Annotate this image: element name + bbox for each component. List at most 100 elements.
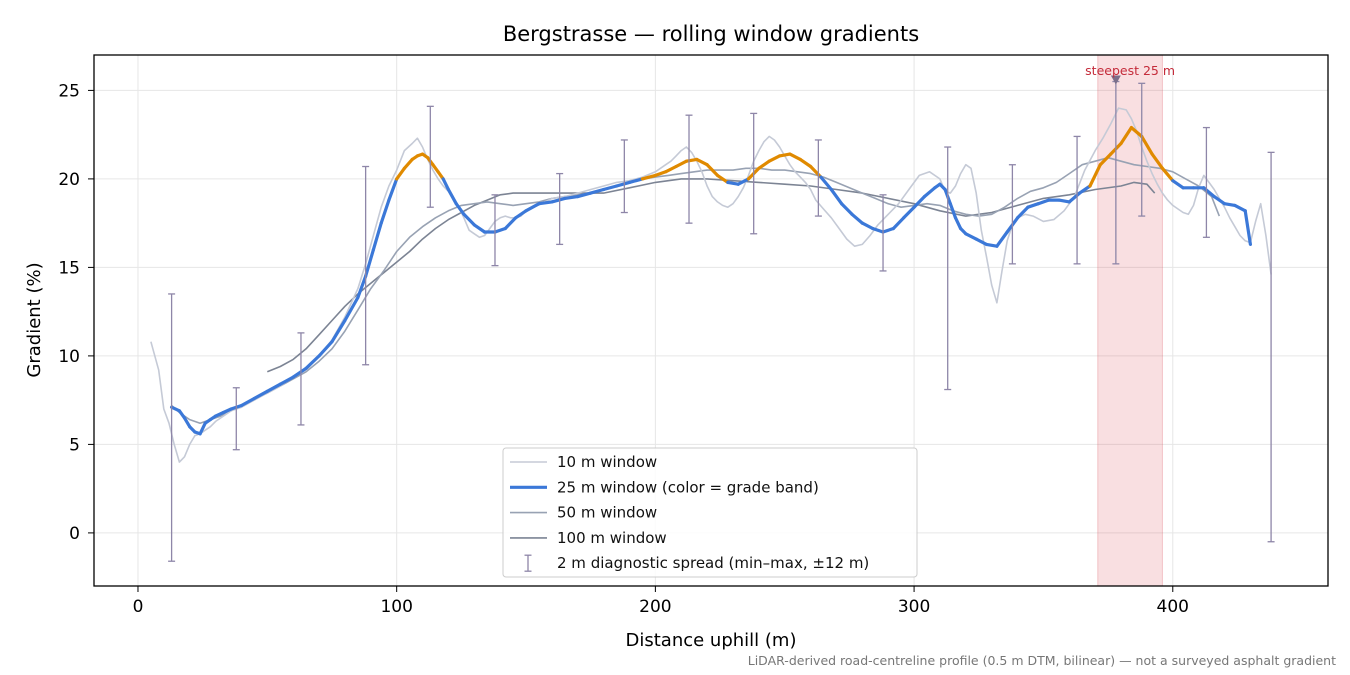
series-25m-segment xyxy=(736,177,751,186)
series-line-2 xyxy=(171,156,1221,424)
series-25m-segment xyxy=(317,340,334,358)
series-25m-segment xyxy=(664,164,678,174)
series-25m-segment xyxy=(948,202,958,220)
series-25m-segment xyxy=(715,173,730,184)
spread-errorbars xyxy=(168,80,1275,562)
series-25m-segment xyxy=(829,187,844,206)
spread-bar xyxy=(426,105,434,208)
series-25m-segment xyxy=(839,202,854,216)
steepest-highlight xyxy=(1097,54,1163,587)
y-tick-label: 15 xyxy=(58,258,80,278)
series-25m-segment xyxy=(395,166,406,181)
series-25m-segment xyxy=(182,416,192,429)
series-25m-segment xyxy=(1233,203,1247,213)
y-axis-label: Gradient (%) xyxy=(24,262,45,377)
series-line-0 xyxy=(150,107,1272,463)
series-group xyxy=(150,107,1272,463)
spread-bar xyxy=(1202,126,1210,238)
series-25m-segment xyxy=(379,198,391,225)
series-25m-segment xyxy=(252,389,269,400)
series-25m-segment xyxy=(265,382,282,393)
series-25m-segment xyxy=(984,242,999,248)
spread-bar xyxy=(232,387,240,451)
series-25m-segment xyxy=(550,196,567,204)
spread-bar xyxy=(1267,151,1275,543)
series-25m-segment xyxy=(304,354,321,370)
spread-bar xyxy=(362,165,370,366)
series-25m-segment xyxy=(589,187,606,195)
series-25m-segment xyxy=(493,226,507,234)
series-25m-segment xyxy=(1171,179,1185,190)
series-25m-segment xyxy=(684,157,699,163)
spread-bar xyxy=(1138,82,1146,217)
series-25m-segment xyxy=(524,202,541,213)
series-25m-segment xyxy=(1015,205,1030,220)
series-25m-segment xyxy=(601,184,619,192)
spread-bar xyxy=(1008,164,1016,265)
spread-bar xyxy=(879,194,887,272)
spread-bar xyxy=(491,194,499,267)
series-25m-segment xyxy=(330,318,347,344)
series-25m-segment xyxy=(902,205,916,220)
series-25m-segment xyxy=(576,191,593,199)
series-25m-segment xyxy=(695,157,709,167)
steepest-marker xyxy=(1110,75,1121,85)
series-25m-segment xyxy=(514,209,528,220)
series-25m-segment xyxy=(726,180,740,186)
series-25m-segment xyxy=(387,177,399,202)
series-25m-segment xyxy=(1026,202,1040,209)
series-25m-segment xyxy=(446,187,458,206)
spread-bar xyxy=(297,332,305,426)
series-25m-segment xyxy=(881,226,896,234)
legend-entry: 10 m window xyxy=(557,453,657,471)
series-25m-segment xyxy=(239,396,256,408)
series-25m-segment xyxy=(1119,125,1134,146)
spread-bar xyxy=(750,112,758,235)
series-25m-segment xyxy=(705,163,720,177)
axis-ticks: 0 100 200 300 400 0 5 10 15 20 25 xyxy=(58,81,1189,617)
spread-bar xyxy=(168,293,176,562)
y-tick-label: 10 xyxy=(58,347,80,367)
spread-bar xyxy=(814,139,822,217)
legend-entry: 25 m window (color = grade band) xyxy=(557,478,819,496)
series-25m-segment xyxy=(462,212,476,227)
series-25m-segment xyxy=(922,186,937,199)
series-line-3 xyxy=(266,178,1156,373)
series-25m-segment xyxy=(614,180,632,188)
series-25m-segment xyxy=(278,375,295,386)
footnote: LiDAR-derived road-centreline profile (0… xyxy=(748,653,1336,668)
series-25m-segment xyxy=(472,223,487,234)
series-25m-segment xyxy=(777,152,792,158)
series-25m-segment xyxy=(198,421,207,436)
series-25m-segment xyxy=(640,173,658,181)
series-25m-segment xyxy=(1088,163,1102,188)
steepest-label: steepest 25 m xyxy=(1085,63,1175,78)
series-25m-segment xyxy=(1098,152,1113,167)
annotation-group: steepest 25 m xyxy=(1085,63,1175,85)
series-25m-segment xyxy=(371,221,383,252)
series-25m-segment xyxy=(798,157,813,169)
series-25m-segment xyxy=(767,154,782,163)
series-25m-segment xyxy=(291,366,308,379)
legend: 10 m window 25 m window (color = grade ba… xyxy=(502,447,918,578)
series-25m-segment xyxy=(1222,202,1237,207)
series-25m-segment xyxy=(1129,125,1144,138)
plot-frame xyxy=(93,54,1329,587)
series-25m-segment xyxy=(808,164,823,179)
series-25m-segment xyxy=(503,216,518,231)
series-25m-segment xyxy=(441,177,450,192)
series-25m-segment xyxy=(964,232,978,241)
series-25m-segment xyxy=(953,216,963,231)
series-25m-segment xyxy=(1160,166,1175,183)
spread-bar xyxy=(944,146,952,391)
legend-entry: 2 m diagnostic spread (min–max, ±12 m) xyxy=(557,554,869,572)
series-25m-segment xyxy=(627,177,645,184)
series-25m-segment xyxy=(1212,195,1227,206)
x-tick-label: 0 xyxy=(133,597,144,617)
series-25m-segment xyxy=(1036,198,1051,206)
series-25m-segment xyxy=(1140,134,1154,156)
series-25m-segment xyxy=(1150,152,1165,170)
series-25m-segment xyxy=(995,230,1009,248)
series-25m-segment xyxy=(364,248,375,278)
